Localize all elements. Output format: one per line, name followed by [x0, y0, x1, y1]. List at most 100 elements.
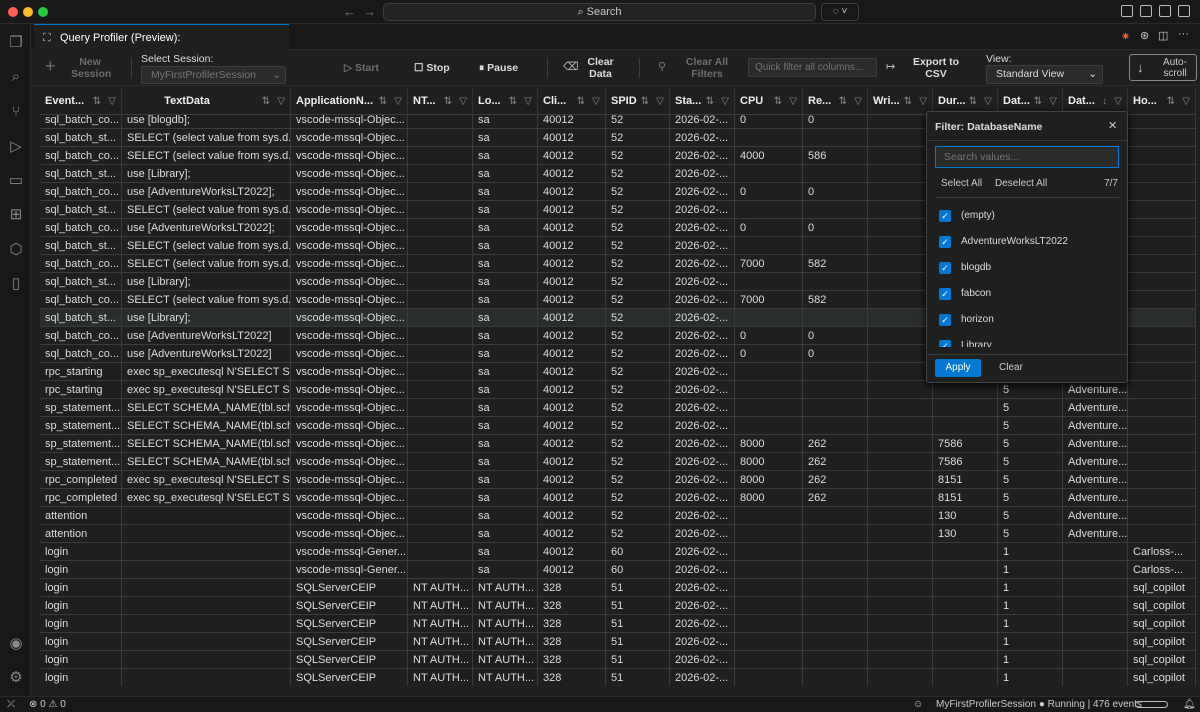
- filter-value-item[interactable]: ✓ blogdb: [927, 262, 1127, 278]
- column-header[interactable]: NT... ⇅ ▽: [408, 88, 473, 115]
- quick-filter-input[interactable]: [748, 58, 877, 77]
- table-row[interactable]: sql_batch_co... use [AdventureWorksLT2022…: [40, 345, 1196, 363]
- table-row[interactable]: login SQLServerCEIP NT AUTH... NT AUTH... 32…: [40, 597, 1196, 615]
- pause-button[interactable]: ⏸ Pause: [479, 62, 519, 74]
- filter-value-item[interactable]: ✓ fabcon: [927, 288, 1127, 304]
- column-header[interactable]: Dur... ⇅ ▽: [933, 88, 998, 115]
- table-row[interactable]: sp_statement... SELECT SCHEMA_NAME(tbl.sc…: [40, 435, 1196, 453]
- filter-icon[interactable]: ▽: [789, 96, 797, 107]
- column-header[interactable]: Ho... ⇅ ▽: [1128, 88, 1196, 115]
- sql-server-icon[interactable]: ⬡: [9, 241, 23, 258]
- column-header[interactable]: Event... ⇅ ▽: [40, 88, 122, 115]
- table-row[interactable]: sql_batch_co... SELECT (select value from…: [40, 147, 1196, 165]
- copilot-icon[interactable]: ⊛: [1140, 30, 1150, 42]
- table-row[interactable]: sql_batch_co... SELECT (select value from…: [40, 255, 1196, 273]
- table-row[interactable]: login SQLServerCEIP NT AUTH... NT AUTH... 32…: [40, 651, 1196, 669]
- table-row[interactable]: login vscode-mssql-Gener... sa 40012 60 2026-…: [40, 561, 1196, 579]
- column-header[interactable]: Lo... ⇅ ▽: [473, 88, 538, 115]
- column-header[interactable]: Dat... ⇅ ▽: [998, 88, 1063, 115]
- filter-icon[interactable]: ▽: [1114, 96, 1122, 107]
- filter-icon[interactable]: ▽: [459, 96, 467, 107]
- checkbox-checked-icon[interactable]: ✓: [939, 288, 951, 300]
- column-header[interactable]: SPID ⇅ ▽: [606, 88, 670, 115]
- table-row[interactable]: sql_batch_st... use [Library]; vscode-mssq…: [40, 165, 1196, 183]
- checkbox-checked-icon[interactable]: ✓: [939, 340, 951, 347]
- filter-icon[interactable]: ▽: [854, 96, 862, 107]
- start-button[interactable]: ▷ Start: [344, 62, 379, 74]
- column-header[interactable]: CPU ⇅ ▽: [735, 88, 803, 115]
- sort-icon[interactable]: ⇅: [378, 96, 387, 107]
- sort-icon[interactable]: ⇅: [903, 96, 912, 107]
- filter-icon[interactable]: ▽: [656, 96, 664, 107]
- table-row[interactable]: rpc_completed exec sp_executesql N'SELECT…: [40, 471, 1196, 489]
- toggle-secondary-sidebar-icon[interactable]: [1178, 5, 1190, 17]
- filter-icon[interactable]: ▽: [1182, 96, 1190, 107]
- filter-icon[interactable]: ▽: [108, 96, 116, 107]
- toggle-panel-icon[interactable]: [1159, 5, 1171, 17]
- table-row[interactable]: rpc_completed exec sp_executesql N'SELECT…: [40, 489, 1196, 507]
- table-row[interactable]: sql_batch_st... SELECT (select value from…: [40, 237, 1196, 255]
- table-row[interactable]: login SQLServerCEIP NT AUTH... NT AUTH... 32…: [40, 669, 1196, 686]
- table-row[interactable]: rpc_starting exec sp_executesql N'SELECT …: [40, 363, 1196, 381]
- sort-icon[interactable]: ⇅: [838, 96, 847, 107]
- maximize-window-button[interactable]: [38, 7, 48, 17]
- notebook-icon[interactable]: ▯: [11, 275, 21, 292]
- sort-icon[interactable]: ⇅: [968, 96, 977, 107]
- deselect-all-button[interactable]: Deselect All: [995, 178, 1048, 189]
- table-row[interactable]: sp_statement... SELECT SCHEMA_NAME(tbl.sc…: [40, 453, 1196, 471]
- session-select[interactable]: MyFirstProfilerSession ⌄: [141, 66, 286, 84]
- copilot-status-icon[interactable]: ☺: [913, 699, 924, 710]
- select-all-button[interactable]: Select All: [941, 178, 983, 189]
- column-header[interactable]: Re... ⇅ ▽: [803, 88, 868, 115]
- column-header[interactable]: Cli... ⇅ ▽: [538, 88, 606, 115]
- filter-icon[interactable]: ▽: [394, 96, 402, 107]
- filter-icon[interactable]: ▽: [721, 96, 729, 107]
- table-row[interactable]: sp_statement... SELECT SCHEMA_NAME(tbl.sc…: [40, 399, 1196, 417]
- copilot-chat-button[interactable]: ◌ ˅: [821, 3, 859, 21]
- table-row[interactable]: sql_batch_co... use [blogdb]; vscode-mssql…: [40, 111, 1196, 129]
- more-actions-icon[interactable]: ···: [1178, 28, 1189, 40]
- sort-icon[interactable]: ⇅: [773, 96, 782, 107]
- filter-icon[interactable]: ▽: [1049, 96, 1057, 107]
- sort-icon[interactable]: ↓: [1102, 96, 1107, 107]
- table-row[interactable]: sql_batch_st... use [Library]; vscode-mssq…: [40, 309, 1196, 327]
- table-row[interactable]: login SQLServerCEIP NT AUTH... NT AUTH... 32…: [40, 615, 1196, 633]
- close-window-button[interactable]: [8, 7, 18, 17]
- sort-icon[interactable]: ⇅: [640, 96, 649, 107]
- filter-icon[interactable]: ▽: [919, 96, 927, 107]
- customize-layout-icon[interactable]: [1121, 5, 1133, 17]
- run-debug-icon[interactable]: ▷: [10, 138, 22, 155]
- table-row[interactable]: login SQLServerCEIP NT AUTH... NT AUTH... 32…: [40, 579, 1196, 597]
- forward-arrow-icon[interactable]: →: [363, 4, 376, 19]
- table-row[interactable]: sp_statement... SELECT SCHEMA_NAME(tbl.sc…: [40, 417, 1196, 435]
- filter-icon[interactable]: ▽: [524, 96, 532, 107]
- table-row[interactable]: sql_batch_co... use [AdventureWorksLT2022…: [40, 219, 1196, 237]
- table-row[interactable]: login vscode-mssql-Gener... sa 40012 60 2026-…: [40, 543, 1196, 561]
- notifications-bell-icon[interactable]: 🔔︎: [1183, 699, 1196, 710]
- new-session-button[interactable]: New Session: [71, 56, 112, 80]
- toggle-sidebar-icon[interactable]: [1140, 5, 1152, 17]
- stop-button[interactable]: ☐ Stop: [414, 62, 450, 74]
- checkbox-checked-icon[interactable]: ✓: [939, 236, 951, 248]
- remote-explorer-icon[interactable]: ▭: [8, 172, 24, 189]
- minimize-window-button[interactable]: [23, 7, 33, 17]
- checkbox-checked-icon[interactable]: ✓: [939, 210, 951, 222]
- explorer-icon[interactable]: ❐: [9, 34, 23, 51]
- filter-search-input[interactable]: [935, 146, 1119, 168]
- back-arrow-icon[interactable]: ←: [343, 4, 356, 19]
- table-row[interactable]: attention vscode-mssql-Objec... sa 40012 52 2…: [40, 507, 1196, 525]
- sort-icon[interactable]: ⇅: [705, 96, 714, 107]
- problems-indicator[interactable]: ⊗ 0 ⚠ 0: [29, 699, 66, 710]
- filter-icon[interactable]: ▽: [592, 96, 600, 107]
- column-header[interactable]: ApplicationN... ⇅ ▽: [291, 88, 408, 115]
- filter-icon[interactable]: ▽: [277, 96, 285, 107]
- table-row[interactable]: attention vscode-mssql-Objec... sa 40012 52 2…: [40, 525, 1196, 543]
- clear-data-button[interactable]: Clear Data: [587, 56, 614, 80]
- checkbox-checked-icon[interactable]: ✓: [939, 262, 951, 274]
- table-row[interactable]: sql_batch_co... use [AdventureWorksLT2022…: [40, 183, 1196, 201]
- tab-query-profiler[interactable]: ⛶ Query Profiler (Preview): MyFirstProfi…: [34, 24, 289, 71]
- sort-icon[interactable]: ⇅: [1033, 96, 1042, 107]
- clear-all-filters-button[interactable]: Clear All Filters: [685, 56, 729, 80]
- extensions-icon[interactable]: ⊞: [9, 206, 23, 223]
- accounts-icon[interactable]: ◉: [9, 635, 23, 652]
